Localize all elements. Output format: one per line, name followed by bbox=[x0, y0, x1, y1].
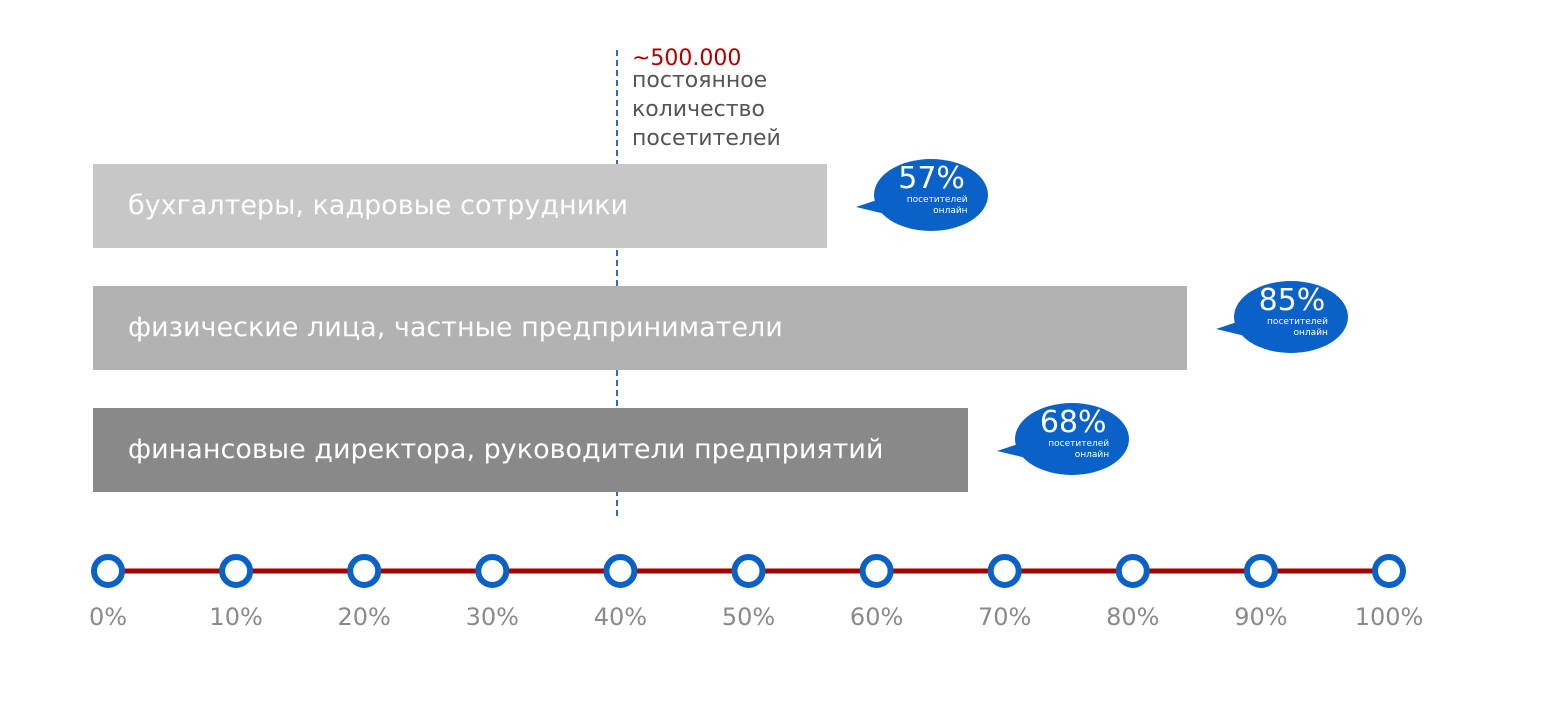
axis-marker bbox=[1115, 554, 1150, 588]
x-tick-label: 30% bbox=[465, 603, 519, 631]
x-tick-label: 100% bbox=[1354, 603, 1424, 631]
value-caption: посетителей онлайн bbox=[907, 195, 968, 217]
value-bubble: 57% посетителей онлайн bbox=[855, 159, 988, 231]
axis-marker bbox=[475, 554, 510, 588]
bar-category-label: бухгалтеры, кадровые сотрудники bbox=[128, 190, 629, 221]
value-caption-line: онлайн bbox=[1293, 328, 1328, 338]
bar: финансовые директора, руководители предп… bbox=[93, 408, 969, 492]
axis-marker bbox=[347, 554, 382, 588]
axis-marker bbox=[731, 554, 766, 588]
axis-marker bbox=[1243, 554, 1278, 588]
bar-category-label: финансовые директора, руководители предп… bbox=[128, 434, 884, 465]
value-caption-line: онлайн bbox=[933, 206, 968, 216]
speech-bubble-icon bbox=[1215, 281, 1348, 353]
reference-caption-line-1: постоянное bbox=[632, 68, 768, 93]
value-bubble: 68% посетителей онлайн bbox=[997, 403, 1130, 475]
axis-marker bbox=[987, 554, 1022, 588]
speech-bubble-icon bbox=[855, 159, 988, 231]
bar: бухгалтеры, кадровые сотрудники bbox=[93, 164, 827, 248]
value-label: 85% bbox=[1258, 283, 1326, 318]
x-tick-label: 10% bbox=[209, 603, 263, 631]
x-tick-label: 80% bbox=[1106, 603, 1160, 631]
value-label: 57% bbox=[898, 161, 965, 196]
value-bubble: 85% посетителей онлайн bbox=[1215, 281, 1348, 353]
value-caption-line: посетителей bbox=[1048, 439, 1110, 449]
value-caption: посетителей онлайн bbox=[1048, 439, 1109, 461]
value-caption-line: посетителей bbox=[906, 195, 968, 205]
x-tick-label: 60% bbox=[849, 603, 904, 631]
bar: физические лица, частные предприниматели bbox=[93, 286, 1187, 370]
speech-bubble-icon bbox=[997, 403, 1130, 475]
axis-marker bbox=[1372, 554, 1406, 588]
x-tick-label: 50% bbox=[721, 603, 776, 631]
reference-caption: постоянное количество посетителей bbox=[632, 66, 852, 153]
x-tick-label: 90% bbox=[1234, 603, 1288, 631]
reference-caption-line-3: посетителей bbox=[632, 126, 781, 151]
axis-marker bbox=[91, 554, 125, 588]
axis-marker bbox=[859, 554, 894, 588]
x-tick-label: 40% bbox=[593, 603, 648, 631]
x-tick-label: 70% bbox=[978, 603, 1032, 631]
axis-marker bbox=[219, 554, 254, 588]
reference-value: ~500.000 bbox=[632, 46, 742, 71]
reference-line bbox=[616, 50, 618, 516]
value-label: 68% bbox=[1039, 405, 1107, 440]
axis-marker bbox=[603, 554, 638, 588]
x-tick-label: 0% bbox=[88, 603, 128, 631]
value-caption: посетителей онлайн bbox=[1267, 317, 1328, 339]
value-caption-line: посетителей bbox=[1267, 317, 1328, 327]
reference-caption-line-2: количество bbox=[632, 97, 765, 122]
x-tick-label: 20% bbox=[337, 603, 391, 631]
value-caption-line: онлайн bbox=[1074, 450, 1110, 460]
bar-category-label: физические лица, частные предприниматели bbox=[128, 312, 783, 343]
